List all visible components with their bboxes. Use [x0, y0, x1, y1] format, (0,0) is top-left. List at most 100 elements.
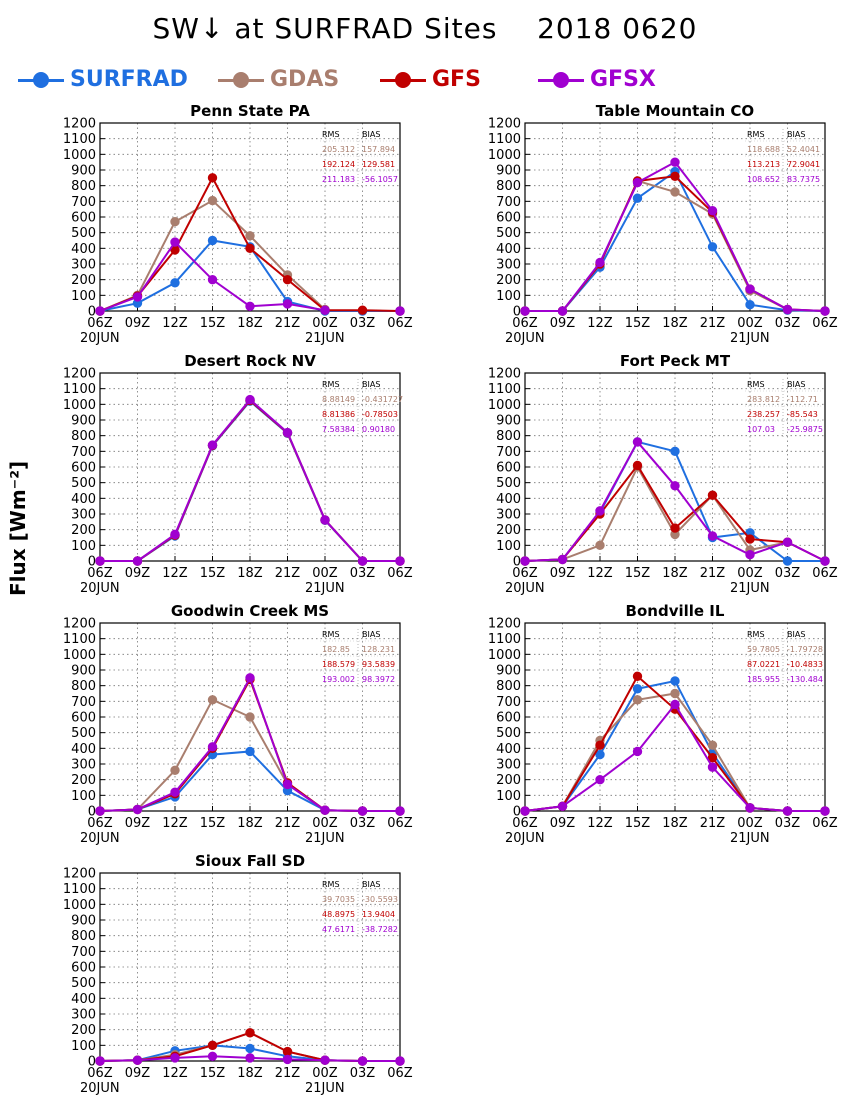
x-tick-label: 03Z: [350, 1066, 376, 1081]
y-tick-label: 0: [88, 805, 96, 820]
data-point-gfsx: [95, 1056, 105, 1066]
y-tick-label: 900: [71, 414, 96, 429]
data-point-gfsx: [207, 440, 218, 450]
data-point-gfsx: [320, 1055, 330, 1065]
y-tick-label: 700: [71, 195, 96, 210]
data-point-gfsx: [632, 746, 643, 757]
y-tick-label: 1000: [63, 898, 96, 913]
x-tick-label: 12Z: [162, 816, 188, 831]
y-tick-label: 400: [71, 242, 96, 257]
y-tick-label: 200: [71, 773, 96, 788]
date-label: 21JUN: [305, 331, 345, 346]
data-point-gfs: [245, 1028, 255, 1038]
y-tick-label: 0: [88, 305, 96, 320]
stats-bias-value: -0.431727: [362, 395, 403, 404]
y-tick-label: 400: [496, 742, 521, 757]
data-point-gfsx: [745, 284, 755, 294]
data-point-gfsx: [207, 274, 218, 285]
y-tick-label: 300: [496, 508, 521, 523]
data-point-gfs: [632, 460, 643, 471]
x-tick-label: 21Z: [275, 816, 301, 831]
data-point-gfsx: [820, 806, 830, 816]
y-tick-label: 600: [496, 211, 521, 226]
data-point-gfsx: [395, 306, 405, 316]
y-tick-label: 0: [88, 555, 96, 570]
x-tick-label: 03Z: [775, 816, 801, 831]
y-tick-label: 600: [496, 461, 521, 476]
x-tick-label: 21Z: [275, 316, 301, 331]
x-tick-label: 00Z: [737, 566, 763, 581]
data-point-gdas: [207, 695, 218, 705]
data-point-gfsx: [170, 529, 180, 540]
y-tick-label: 800: [496, 179, 521, 194]
data-point-gfsx: [207, 742, 218, 752]
data-point-gfsx: [245, 394, 255, 405]
y-tick-label: 500: [71, 726, 96, 741]
x-tick-label: 12Z: [162, 1066, 188, 1081]
y-tick-label: 1200: [63, 617, 96, 632]
x-tick-label: 09Z: [125, 816, 151, 831]
data-point-gfsx: [395, 556, 405, 566]
y-tick-label: 200: [496, 523, 521, 538]
panel-title: Desert Rock NV: [184, 352, 316, 370]
data-point-surfrad: [595, 749, 605, 760]
panel-penn-state-pa: 0100200300400500600700800900100011001200…: [63, 102, 413, 346]
stats-bias-value: 0.90180: [362, 425, 395, 434]
stats-header-rms: RMS: [747, 130, 765, 139]
data-point-gfsx: [670, 699, 680, 710]
data-point-gfsx: [745, 550, 755, 560]
y-tick-label: 600: [71, 711, 96, 726]
y-tick-label: 300: [71, 258, 96, 273]
y-tick-label: 500: [496, 226, 521, 241]
y-tick-label: 400: [71, 742, 96, 757]
data-point-surfrad: [207, 235, 218, 246]
y-tick-label: 200: [496, 773, 521, 788]
panel-bondville-il: 0100200300400500600700800900100011001200…: [488, 602, 838, 846]
chart-main-title: SW↓ at SURFRAD Sites 2018 0620: [152, 12, 698, 45]
stats-bias-value: -56.1057: [362, 175, 398, 184]
stats-rms-value: 39.7035: [322, 895, 355, 904]
stats-bias-value: 98.3972: [362, 675, 395, 684]
x-tick-label: 21Z: [700, 316, 726, 331]
y-tick-label: 200: [496, 273, 521, 288]
data-point-surfrad: [782, 556, 793, 566]
x-tick-label: 00Z: [737, 816, 763, 831]
date-label: 21JUN: [730, 581, 770, 596]
data-point-surfrad: [745, 300, 755, 310]
stats-rms-value: 118.688: [747, 145, 780, 154]
x-tick-label: 15Z: [625, 316, 651, 331]
y-tick-label: 400: [496, 242, 521, 257]
stats-bias-value: 83.7375: [787, 175, 820, 184]
x-tick-label: 03Z: [350, 566, 376, 581]
y-tick-label: 300: [496, 258, 521, 273]
data-point-gfsx: [670, 157, 680, 167]
data-point-gfs: [207, 173, 218, 183]
data-point-surfrad: [245, 1043, 255, 1054]
y-tick-label: 1100: [488, 132, 521, 147]
stats-header-bias: BIAS: [787, 630, 805, 639]
x-tick-label: 06Z: [512, 816, 538, 831]
date-label: 21JUN: [730, 331, 770, 346]
stats-bias-value: 13.9404: [362, 910, 395, 919]
x-tick-label: 00Z: [312, 566, 338, 581]
stats-header-rms: RMS: [322, 880, 340, 889]
legend-label-surfrad: SURFRAD: [70, 67, 188, 92]
y-tick-label: 800: [71, 929, 96, 944]
data-point-gfsx: [632, 437, 643, 447]
y-tick-label: 1200: [488, 367, 521, 382]
y-tick-label: 500: [71, 226, 96, 241]
data-point-gfsx: [357, 556, 368, 566]
y-tick-label: 1200: [488, 117, 521, 132]
data-point-gfsx: [282, 427, 293, 438]
panel-title: Fort Peck MT: [620, 352, 731, 370]
x-tick-label: 21Z: [700, 816, 726, 831]
y-tick-label: 1000: [488, 148, 521, 163]
legend-marker-gfs: [395, 72, 411, 88]
data-point-gfs: [282, 274, 293, 285]
data-point-gfsx: [557, 554, 568, 565]
data-point-gfsx: [320, 805, 330, 815]
stats-rms-value: 47.6171: [322, 925, 355, 934]
data-point-gfs: [357, 305, 368, 315]
stats-rms-value: 193.002: [322, 675, 355, 684]
